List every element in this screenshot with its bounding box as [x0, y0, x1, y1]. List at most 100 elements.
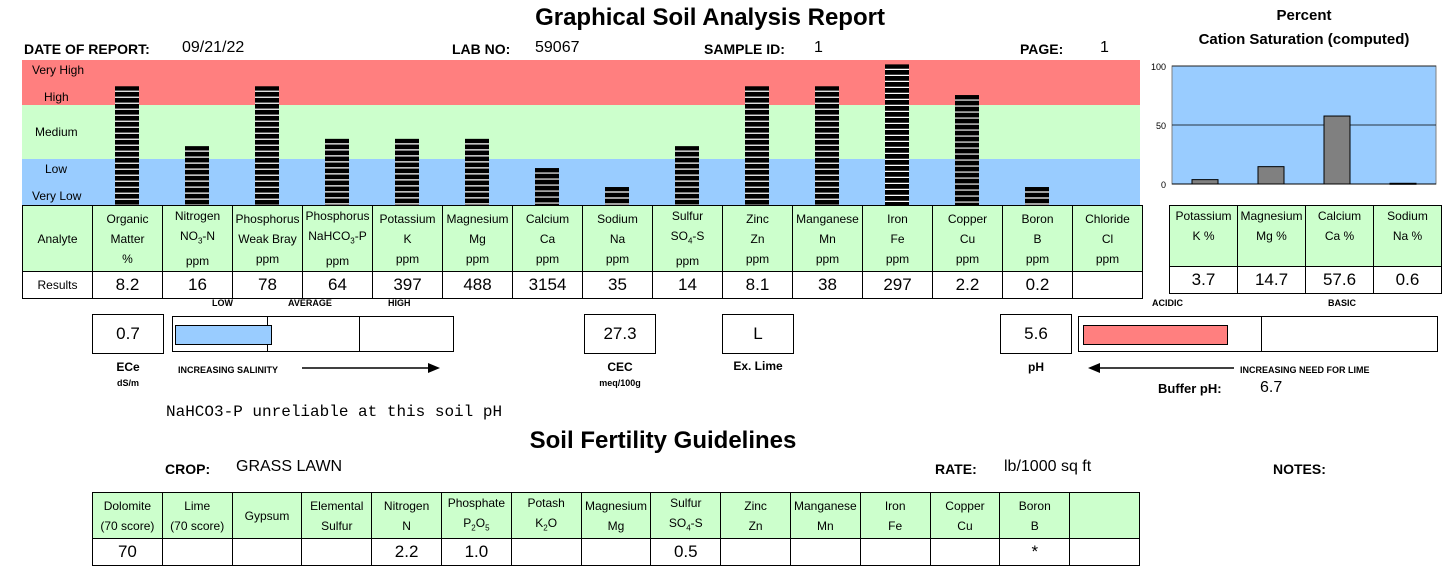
guideline-value-3: [301, 538, 373, 567]
guideline-symbol: Mg: [582, 516, 650, 536]
analyte-name: Manganese: [796, 211, 859, 226]
analyte-header-5: Magnesium Mg ppm: [442, 204, 513, 273]
guideline-header-13: Boron B: [999, 491, 1071, 540]
cation-name: Magnesium: [1240, 209, 1303, 223]
guideline-header-8: Sulfur SO4-S: [650, 491, 722, 540]
analyte-result-4: 397: [372, 271, 443, 300]
cation-result-1: 14.7: [1237, 266, 1306, 294]
guideline-symbol-text: (70 score): [170, 518, 225, 533]
analyte-unit: ppm: [255, 251, 280, 266]
guideline-symbol: Sulfur: [303, 516, 371, 536]
guideline-header-0: Dolomite (70 score): [92, 491, 163, 540]
analyte-result-5: 488: [442, 271, 513, 300]
analyte-header-3: Phosphorus NaHCO3-P ppm: [302, 204, 373, 273]
guideline-name: Dolomite: [103, 498, 152, 513]
guideline-symbol-text: Zn: [748, 518, 763, 533]
rating-bar-fill: [255, 86, 279, 206]
rating-bar-4: [395, 138, 419, 206]
cation-symbol: K %: [1192, 229, 1215, 243]
analyte-name: Calcium: [525, 211, 570, 226]
cation-bar-0: [1191, 179, 1219, 185]
analyte-name: Phosphorus: [305, 209, 370, 223]
analyte-name: Copper: [947, 211, 988, 226]
rating-bar-8: [675, 146, 699, 206]
guideline-symbol-text: K: [535, 516, 544, 530]
rating-bar-7: [605, 187, 629, 206]
analyte-name: Zinc: [746, 211, 769, 226]
cation-tick-label: 100: [1151, 62, 1166, 72]
rating-bar-fill: [535, 168, 559, 206]
analyte-result-9: 8.1: [722, 271, 793, 300]
guideline-symbol-text: SO: [668, 516, 687, 530]
cation-name: Potassium: [1175, 209, 1232, 223]
cation-name: Sodium: [1387, 209, 1428, 223]
guideline-symbol-text: N: [402, 518, 411, 533]
analyte-symbol-text: Fe: [890, 231, 905, 246]
notes-label: NOTES:: [1273, 461, 1326, 477]
guideline-name: Iron: [884, 498, 906, 513]
rate-label: RATE:: [935, 461, 977, 477]
analyte-symbol: Fe: [864, 229, 932, 249]
analyte-unit: ppm: [1025, 251, 1050, 266]
guideline-symbol-text: (70 score): [100, 518, 155, 533]
rating-bar-12: [955, 95, 979, 206]
analyte-name: Nitrogen: [174, 209, 221, 223]
guideline-value-10: [789, 538, 861, 567]
page-label: PAGE:: [1020, 41, 1064, 57]
analyte-symbol-text: Weak Bray: [238, 231, 297, 246]
cec-label: CEC: [607, 360, 633, 374]
analyte-symbol-text: K: [403, 231, 412, 246]
rating-bar-fill: [115, 86, 139, 206]
cation-spacer: [1171, 246, 1237, 266]
analyte-unit: ppm: [395, 251, 420, 266]
lime-value: L: [753, 324, 763, 343]
rating-bar-0: [115, 86, 139, 206]
cec-value-box: 27.3: [584, 314, 656, 354]
rating-bar-fill: [325, 138, 349, 206]
analyte-symbol: Zn: [724, 229, 792, 249]
lime-label: Ex. Lime: [733, 359, 783, 373]
analyte-symbol-text: Cl: [1101, 231, 1114, 246]
cation-title-line1: Percent: [1276, 7, 1332, 24]
analyte-unit: ppm: [885, 251, 910, 266]
sample-label: SAMPLE ID:: [704, 41, 785, 57]
guideline-value-11: [859, 538, 931, 567]
date-label: DATE OF REPORT:: [24, 41, 150, 57]
cation-tick-label: 50: [1156, 121, 1166, 131]
analyte-header-9: Zinc Zn ppm: [722, 204, 793, 273]
guideline-header-1: Lime (70 score): [161, 491, 233, 540]
analyte-symbol-text: NO: [179, 229, 198, 243]
analyte-symbol-subscript: 3: [350, 236, 355, 246]
analyte-name: Magnesium: [446, 211, 509, 226]
rating-bar-fill: [465, 138, 489, 206]
analyte-symbol: Ca: [514, 229, 582, 249]
rating-bar-13: [1025, 187, 1049, 206]
ece-unit: dS/m: [116, 378, 139, 388]
guideline-symbol: P2O5: [442, 513, 510, 538]
soil-rating-chart: Very High High Medium Low Very Low: [22, 60, 1140, 206]
analyte-symbol-text: B: [1033, 231, 1042, 246]
analyte-symbol-suffix: -P: [354, 229, 367, 243]
guideline-symbol-text: Cu: [957, 518, 973, 533]
guideline-header-2: Gypsum: [231, 491, 303, 540]
guideline-header-7: Magnesium Mg: [580, 491, 652, 540]
guideline-symbol: (70 score): [163, 516, 231, 536]
analyte-symbol: Cl: [1074, 229, 1142, 249]
cation-symbol: Na %: [1392, 229, 1423, 243]
analyte-unit: ppm: [185, 254, 210, 269]
guideline-symbol-subscript: 2: [543, 523, 548, 533]
analyte-name: Boron: [1021, 211, 1054, 226]
salinity-fill-bar: [175, 325, 273, 345]
analyte-symbol-subscript: 3: [197, 236, 203, 246]
cation-result-0: 3.7: [1169, 266, 1238, 294]
analyte-result-3: 64: [302, 271, 373, 300]
analyte-name: Sulfur: [671, 209, 704, 223]
cation-symbol: Mg %: [1256, 229, 1287, 243]
guideline-name: Lime: [184, 498, 211, 513]
analyte-symbol-text: Ca: [539, 231, 556, 246]
ph-acidic-label: ACIDIC: [1152, 298, 1183, 308]
analyte-symbol: NaHCO3-P: [304, 226, 372, 251]
level-label-high: High: [44, 90, 69, 104]
lime-value-box: L: [722, 314, 794, 354]
guideline-symbol-text: B: [1030, 518, 1039, 533]
